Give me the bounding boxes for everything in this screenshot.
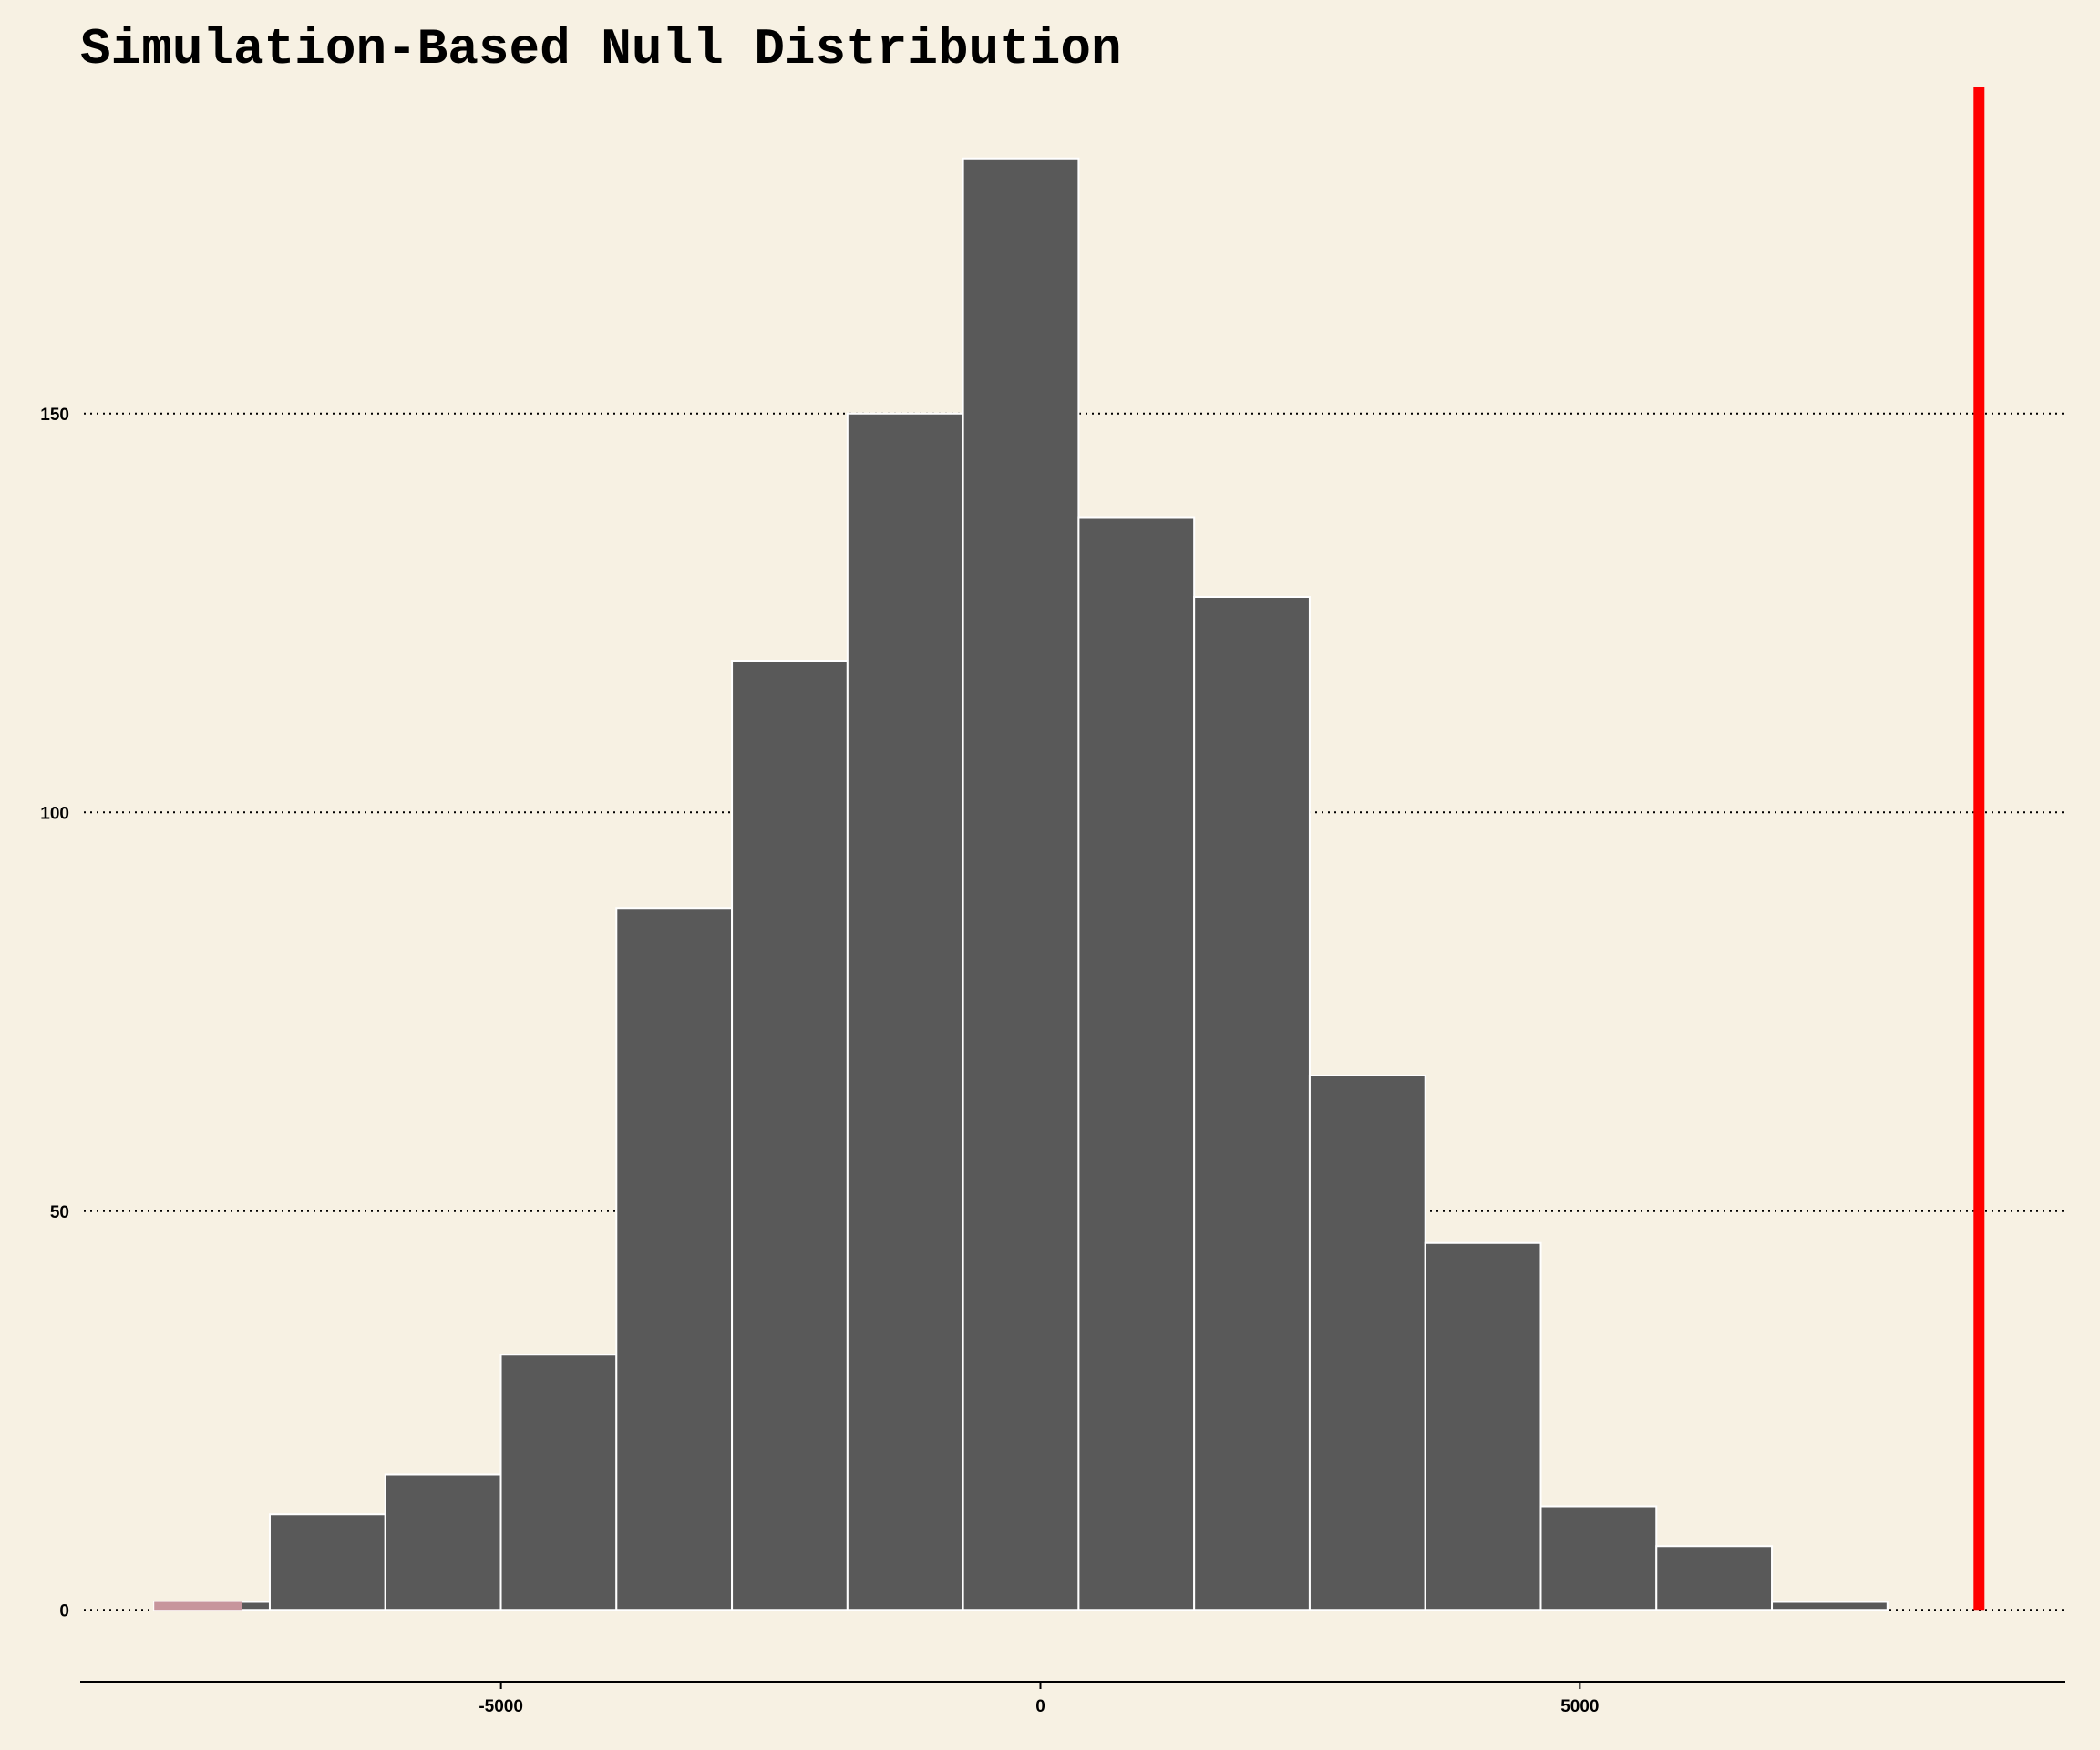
histogram-bar-7: [962, 157, 1080, 1611]
y-tick-label-0: 0: [59, 1601, 69, 1621]
x-tick-label--5000: -5000: [479, 1697, 523, 1716]
y-tick-label-100: 100: [40, 804, 69, 823]
histogram-bar-3: [499, 1354, 618, 1611]
overlay-layer: [154, 87, 1985, 1611]
histogram-bar-14: [1771, 1601, 1889, 1611]
y-tick-label-50: 50: [50, 1203, 69, 1222]
histogram-bar-1: [268, 1513, 386, 1611]
histogram-bar-2: [384, 1473, 502, 1611]
bars-layer: [153, 157, 1889, 1611]
axis-layer: 0 50 100 150 -5000 0 5000: [40, 406, 2065, 1716]
histogram-bar-5: [731, 660, 849, 1611]
histogram-bar-8: [1077, 516, 1196, 1611]
histogram-bar-6: [846, 412, 964, 1611]
histogram-bar-9: [1193, 596, 1311, 1611]
x-tick-label-0: 0: [1035, 1697, 1045, 1716]
y-tick-label-150: 150: [40, 406, 69, 425]
histogram-bar-4: [615, 907, 734, 1611]
histogram-bar-10: [1308, 1075, 1426, 1611]
shaded-tail-region: [154, 1601, 242, 1611]
histogram-bar-12: [1539, 1505, 1658, 1611]
x-tick-label-5000: 5000: [1560, 1697, 1599, 1716]
chart-title: Simulation-Based Null Distribution: [80, 20, 1122, 78]
histogram-bar-11: [1424, 1241, 1542, 1611]
histogram-bar-13: [1655, 1545, 1774, 1611]
